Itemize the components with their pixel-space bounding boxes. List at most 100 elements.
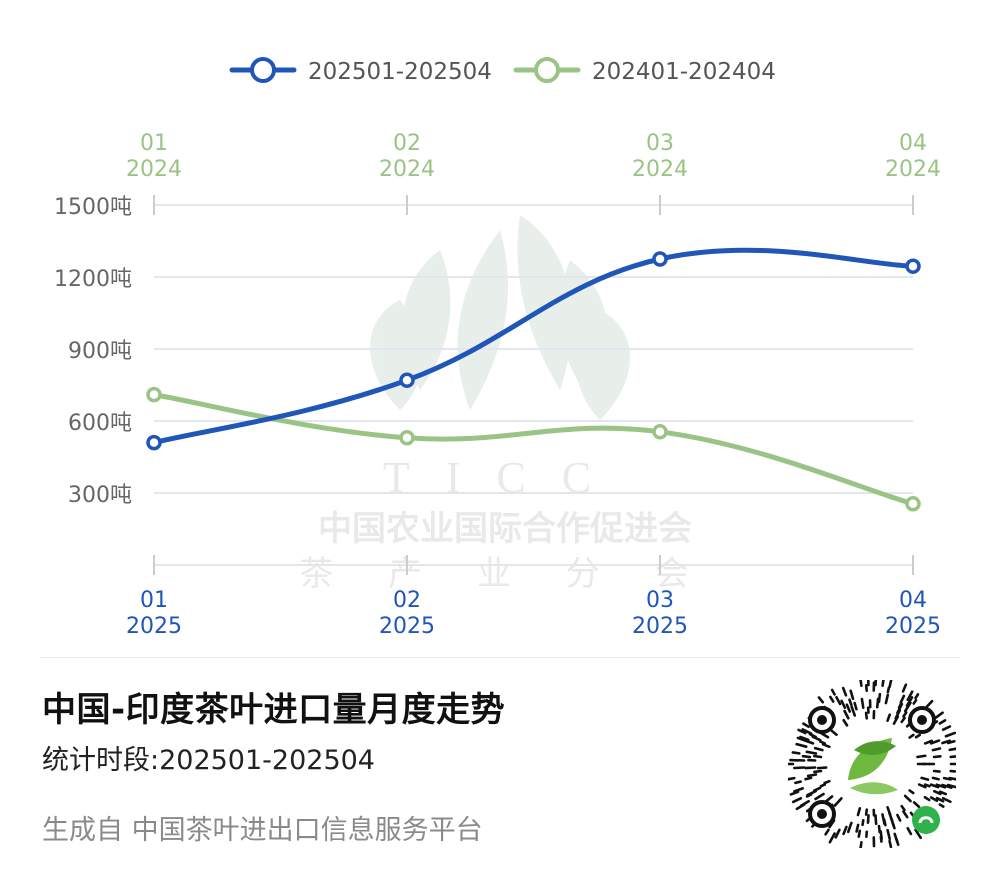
watermark-ticc: TICC (383, 453, 627, 502)
qr-dash (791, 751, 801, 755)
qr-dash (912, 801, 921, 809)
top-year-label: 2024 (885, 157, 941, 182)
qr-dash (908, 789, 915, 795)
qr-dash (877, 692, 882, 704)
qr-dash (941, 783, 953, 789)
qr-dash (841, 686, 848, 697)
bottom-year-label: 2025 (632, 614, 688, 639)
qr-dash (819, 783, 827, 788)
qr-dash (845, 703, 852, 713)
qr-dash (795, 803, 806, 811)
qr-dash (853, 701, 858, 711)
qr-dash (902, 711, 908, 718)
qr-dash (897, 702, 903, 709)
chart-title: 中国-印度茶叶进口量月度走势 (42, 690, 506, 730)
qr-dash (917, 783, 927, 789)
qr-dash (938, 719, 947, 725)
qr-dash (859, 680, 863, 688)
qr-dash (906, 690, 914, 702)
qr-dash (888, 839, 893, 848)
top-year-label: 2024 (379, 157, 435, 182)
qr-dash (884, 693, 890, 705)
qr-finder-dot (817, 715, 827, 725)
qr-dash (805, 750, 818, 755)
series-lines (146, 247, 921, 512)
data-point (399, 430, 415, 446)
y-tick-label: 600吨 (68, 411, 132, 436)
qr-dash (896, 813, 902, 822)
qr-dash (932, 754, 942, 759)
top-month-label: 04 (899, 131, 927, 156)
qr-dash (881, 680, 885, 688)
qr-dash (914, 733, 922, 739)
qr-dash (895, 837, 900, 846)
qr-dash (935, 783, 947, 789)
qr-dash (941, 739, 952, 745)
qr-dash (938, 790, 948, 796)
qr-dash (793, 766, 806, 770)
qr-dash (796, 736, 804, 741)
qr-dash (886, 713, 892, 723)
y-tick-label: 1500吨 (54, 195, 132, 220)
qr-dash (797, 728, 807, 735)
qr-dash (816, 766, 828, 770)
qr-code-icon[interactable] (788, 680, 956, 848)
qr-dash (840, 699, 847, 709)
qr-dash (856, 807, 862, 817)
data-point (652, 424, 668, 440)
qr-dash (946, 783, 956, 789)
qr-dash (794, 780, 802, 785)
qr-dash (829, 695, 835, 703)
data-point (146, 386, 162, 403)
watermark: TICC 中国农业国际合作促进会 茶 产 业 分 会 (299, 215, 710, 594)
qr-dash (938, 803, 945, 808)
qr-dash (799, 735, 810, 742)
legend-label: 202501-202504 (308, 59, 492, 85)
qr-dash (804, 766, 817, 770)
top-year-label: 2024 (632, 157, 688, 182)
top-month-label: 02 (393, 131, 421, 156)
qr-dash (817, 696, 825, 704)
qr-dash (886, 828, 891, 841)
qr-dash (813, 746, 824, 752)
axes: 1500吨1200吨900吨600吨300吨012024012025022024… (54, 131, 941, 639)
source-text: 生成自 中国茶叶进出口信息服务平台 (42, 815, 483, 846)
qr-dash (903, 701, 912, 713)
qr-dash (886, 686, 891, 694)
qr-dash (802, 722, 810, 729)
qr-dash (866, 814, 870, 824)
top-year-label: 2024 (126, 157, 182, 182)
qr-dash (901, 683, 908, 693)
watermark-line2: 茶 产 业 分 会 (299, 554, 710, 594)
qr-dash (842, 718, 849, 727)
qr-dash (850, 705, 857, 717)
qr-dash (929, 796, 939, 803)
legend-label: 202401-202404 (592, 59, 776, 85)
qr-dash (944, 731, 956, 738)
qr-dash (805, 793, 813, 798)
qr-dash (912, 698, 918, 705)
qr-dash (931, 776, 940, 781)
qr-dash (900, 716, 906, 724)
top-month-label: 01 (140, 131, 168, 156)
qr-dash (916, 754, 927, 759)
qr-dash (891, 821, 896, 830)
qr-dash (806, 773, 818, 778)
qr-dash (830, 729, 838, 737)
qr-dash (864, 808, 869, 816)
qr-dash (914, 828, 922, 840)
bottom-month-label: 03 (646, 588, 674, 613)
bottom-year-label: 2025 (885, 614, 941, 639)
qr-dash (793, 787, 804, 793)
watermark-line1: 中国农业国际合作促进会 (318, 509, 692, 549)
bottom-month-label: 01 (140, 588, 168, 613)
divider (40, 657, 960, 658)
qr-dash (834, 828, 841, 839)
bottom-year-label: 2025 (379, 614, 435, 639)
data-point (652, 251, 668, 267)
legend-marker (534, 57, 560, 83)
qr-finder-dot (817, 809, 827, 819)
qr-dash (821, 743, 831, 749)
qr-dash (948, 776, 956, 781)
qr-dash (920, 776, 930, 781)
